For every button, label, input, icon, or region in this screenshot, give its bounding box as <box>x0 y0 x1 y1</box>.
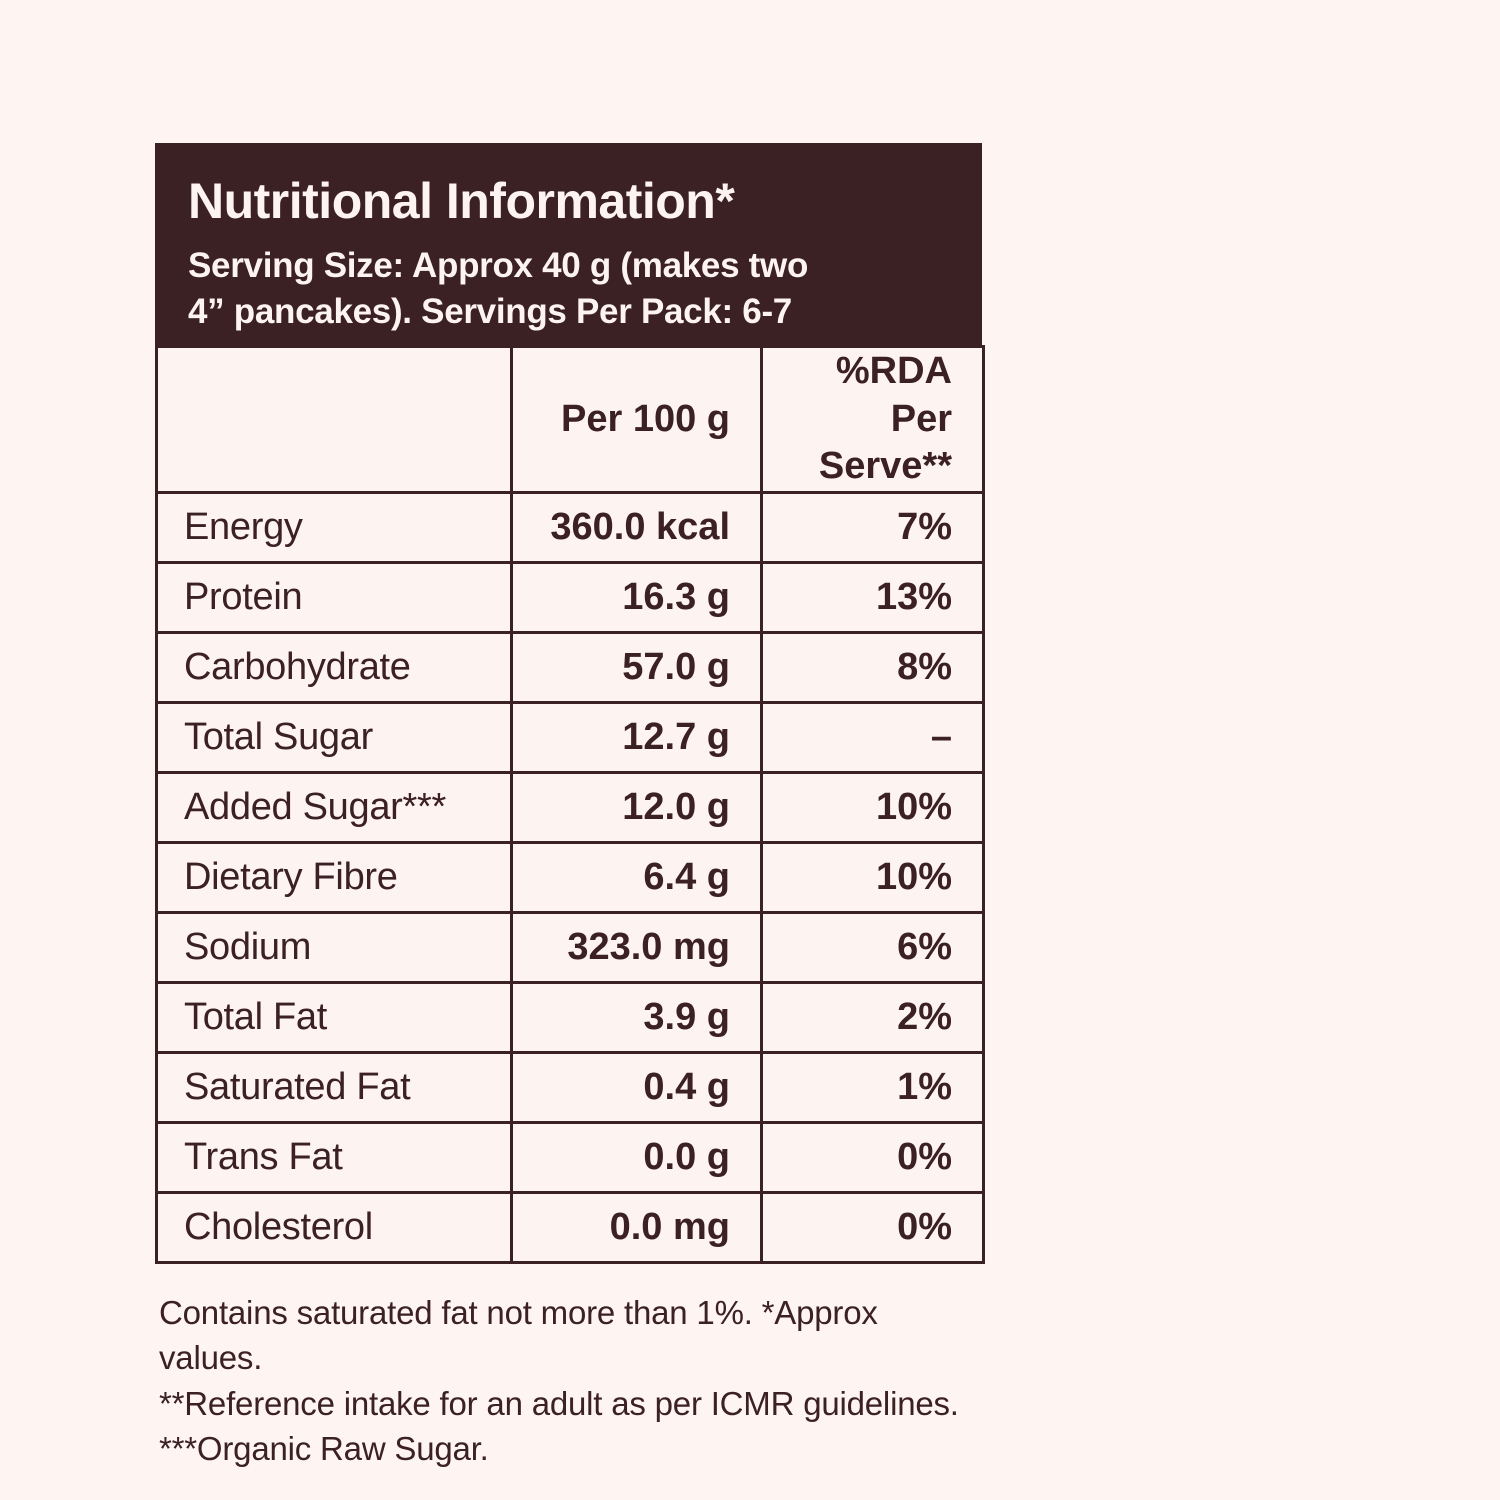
table-row: Dietary Fibre 6.4 g 10% <box>155 840 985 914</box>
col-header-rda: %RDA Per Serve** <box>760 345 985 494</box>
table-row: Trans Fat 0.0 g 0% <box>155 1120 985 1194</box>
cell-rda: 2% <box>760 980 985 1054</box>
cell-label: Cholesterol <box>155 1190 513 1264</box>
footnote-reference-intake: **Reference intake for an adult as per I… <box>159 1384 959 1422</box>
table-row: Added Sugar*** 12.0 g 10% <box>155 770 985 844</box>
cell-label: Carbohydrate <box>155 630 513 704</box>
cell-rda: 6% <box>760 910 985 984</box>
table-row: Cholesterol 0.0 mg 0% <box>155 1190 985 1264</box>
cell-rda: 10% <box>760 770 985 844</box>
cell-per100: 6.4 g <box>510 840 763 914</box>
serving-line-1: Serving Size: Approx 40 g (makes two <box>188 246 809 285</box>
col-header-per100: Per 100 g <box>510 345 763 494</box>
label-header: Nutritional Information* Serving Size: A… <box>155 143 982 345</box>
table-row: Carbohydrate 57.0 g 8% <box>155 630 985 704</box>
table-row: Total Sugar 12.7 g – <box>155 700 985 774</box>
col-header-blank <box>155 345 513 494</box>
table-row: Total Fat 3.9 g 2% <box>155 980 985 1054</box>
cell-rda: 10% <box>760 840 985 914</box>
cell-label: Total Sugar <box>155 700 513 774</box>
cell-per100: 0.0 g <box>510 1120 763 1194</box>
serving-line-2: 4” pancakes). Servings Per Pack: 6-7 <box>188 292 792 332</box>
cell-per100: 16.3 g <box>510 560 763 634</box>
cell-label: Total Fat <box>155 980 513 1054</box>
cell-per100: 12.0 g <box>510 770 763 844</box>
footnote-organic-raw-sugar: ***Organic Raw Sugar. <box>159 1430 489 1468</box>
cell-rda: 0% <box>760 1190 985 1264</box>
footnotes: Contains saturated fat not more than 1%.… <box>159 1290 982 1472</box>
cell-label: Added Sugar*** <box>155 770 513 844</box>
cell-per100: 323.0 mg <box>510 910 763 984</box>
nutrition-label: Nutritional Information* Serving Size: A… <box>155 143 985 1472</box>
cell-per100: 0.0 mg <box>510 1190 763 1264</box>
table-body: Energy 360.0 kcal 7% Protein 16.3 g 13% Carboh… <box>155 490 985 1264</box>
table-row: Sodium 323.0 mg 6% <box>155 910 985 984</box>
cell-rda: 8% <box>760 630 985 704</box>
cell-rda: 13% <box>760 560 985 634</box>
cell-label: Dietary Fibre <box>155 840 513 914</box>
nutrition-table: Per 100 g %RDA Per Serve** Energy 360.0 k… <box>155 345 985 1264</box>
cell-label: Saturated Fat <box>155 1050 513 1124</box>
cell-rda: – <box>760 700 985 774</box>
cell-label: Energy <box>155 490 513 564</box>
label-title: Nutritional Information* <box>188 173 735 229</box>
footnote-approx: Contains saturated fat not more than 1%.… <box>159 1293 878 1377</box>
cell-per100: 12.7 g <box>510 700 763 774</box>
cell-rda: 1% <box>760 1050 985 1124</box>
table-header-row: Per 100 g %RDA Per Serve** <box>155 345 985 494</box>
cell-rda: 0% <box>760 1120 985 1194</box>
cell-label: Sodium <box>155 910 513 984</box>
cell-per100: 0.4 g <box>510 1050 763 1124</box>
table-row: Protein 16.3 g 13% <box>155 560 985 634</box>
table-row: Saturated Fat 0.4 g 1% <box>155 1050 985 1124</box>
cell-per100: 57.0 g <box>510 630 763 704</box>
cell-label: Trans Fat <box>155 1120 513 1194</box>
cell-rda: 7% <box>760 490 985 564</box>
cell-label: Protein <box>155 560 513 634</box>
cell-per100: 3.9 g <box>510 980 763 1054</box>
table-row: Energy 360.0 kcal 7% <box>155 490 985 564</box>
cell-per100: 360.0 kcal <box>510 490 763 564</box>
serving-info: Serving Size: Approx 40 g (makes two 4” … <box>188 243 949 335</box>
